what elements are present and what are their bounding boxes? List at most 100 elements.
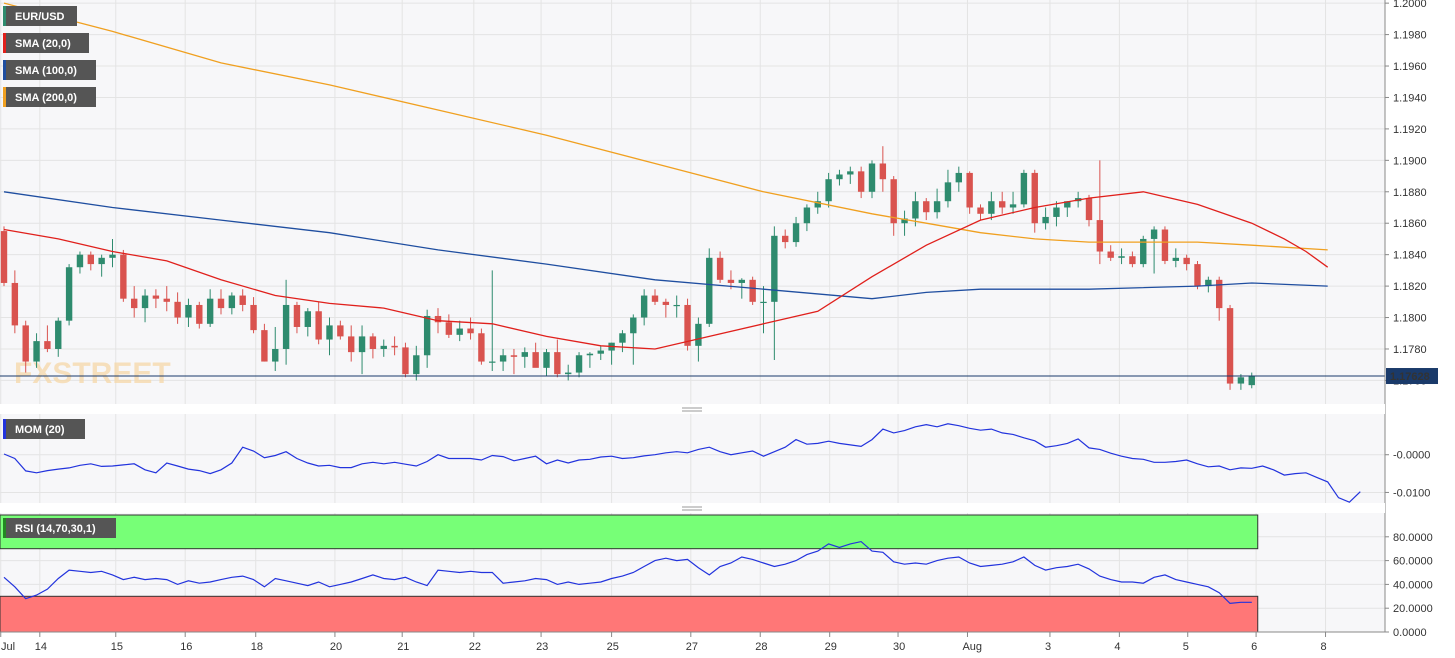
sma100-line — [3, 191, 1328, 300]
candle-body — [782, 235, 789, 243]
legend-rsi-label: RSI (14,70,30,1) — [15, 523, 96, 535]
candle-body — [1064, 201, 1071, 208]
candle-body — [174, 301, 181, 318]
candle-body — [1172, 257, 1179, 261]
x-axis-tick: 6 — [1251, 641, 1257, 653]
candle-body — [988, 201, 995, 214]
candle-body — [1237, 377, 1245, 384]
candle-body — [206, 298, 214, 324]
rsi-axis-tick: 60.0000 — [1393, 556, 1433, 568]
candle-body — [1183, 257, 1190, 265]
legend-sma20-label: SMA (20,0) — [15, 38, 71, 50]
candle-body — [456, 328, 463, 335]
candle-body — [890, 179, 897, 224]
candle-body — [131, 298, 138, 309]
candle-body — [1042, 216, 1049, 224]
candle-body — [76, 254, 84, 268]
candle-body — [966, 172, 973, 208]
x-axis-tick: 8 — [1321, 641, 1327, 653]
legend-rsi[interactable]: RSI (14,70,30,1) — [3, 518, 116, 538]
price-axis-tick: 1.1840 — [1393, 250, 1427, 262]
rsi-oversold-zone — [0, 595, 1259, 633]
candle-body — [933, 201, 941, 213]
candle-body — [673, 304, 680, 307]
candle-body — [510, 355, 518, 357]
candle-body — [901, 218, 908, 224]
candle-body — [163, 298, 170, 302]
x-axis-tick: 15 — [111, 641, 123, 653]
candle-body — [391, 345, 398, 348]
panel-splitter-2[interactable] — [0, 503, 1385, 513]
candle-body — [1118, 256, 1125, 258]
candle-body — [22, 325, 29, 362]
candle-body — [261, 330, 268, 362]
panel-splitter-1[interactable] — [0, 404, 1385, 414]
price-axis-tick: 1.1880 — [1393, 187, 1427, 199]
rsi-axis-tick: 20.0000 — [1393, 603, 1433, 615]
x-axis-tick: 29 — [825, 641, 837, 653]
candle-body — [684, 304, 691, 346]
price-axis-tick: 1.1960 — [1393, 61, 1427, 73]
legend-sma100[interactable]: SMA (100,0) — [3, 60, 96, 80]
x-axis-tick: Aug — [962, 641, 982, 653]
legend-sma200-label: SMA (200,0) — [15, 92, 77, 104]
candle-body — [434, 315, 442, 323]
mom-axis-tick: -0.0100 — [1393, 487, 1430, 499]
current-price-label: 1.17628 — [1390, 371, 1430, 383]
legend-mom[interactable]: MOM (20) — [3, 419, 85, 439]
candle-body — [814, 201, 821, 208]
current-price-badge — [1386, 368, 1438, 385]
price-axis-tick: 1.1820 — [1393, 281, 1427, 293]
price-axis-tick: 1.1900 — [1393, 155, 1427, 167]
candle-body — [109, 254, 116, 258]
legend-sma200[interactable]: SMA (200,0) — [3, 87, 96, 107]
candle-body — [239, 295, 246, 305]
candle-body — [543, 352, 550, 368]
candle-body — [282, 304, 290, 349]
candle-body — [1009, 204, 1017, 208]
rsi-axis-tick: 80.0000 — [1393, 532, 1433, 544]
candle-body — [1140, 238, 1147, 265]
candle-body — [738, 279, 745, 283]
mom-layer — [3, 423, 1361, 503]
candle-body — [554, 352, 561, 375]
candle-body — [44, 341, 51, 349]
candle-body — [445, 322, 453, 335]
sma20-line — [3, 191, 1329, 350]
x-axis-tick: Jul — [1, 641, 15, 653]
candle-body — [521, 352, 528, 357]
candle-body — [489, 361, 496, 363]
legend-mom-label: MOM (20) — [15, 424, 65, 436]
candle-body — [326, 325, 333, 340]
x-axis-tick: 5 — [1183, 641, 1189, 653]
candle-body — [33, 341, 40, 362]
candle-body — [1020, 172, 1028, 205]
price-layer — [0, 2, 1385, 390]
candle-body — [1205, 279, 1212, 287]
candle-body — [423, 315, 431, 356]
candle-body — [868, 163, 876, 192]
candle-body — [803, 207, 811, 224]
price-axis-tick: 1.1920 — [1393, 124, 1427, 136]
mom-panel — [0, 414, 1385, 503]
candle-body — [0, 231, 8, 283]
candle-body — [727, 279, 735, 283]
candle-body — [11, 282, 19, 326]
candle-body — [293, 304, 301, 327]
candle-body — [499, 355, 507, 362]
candle-body — [575, 355, 583, 373]
rsi-axis-tick: 0.0000 — [1393, 627, 1427, 639]
legend-symbol[interactable]: EUR/USD — [3, 6, 77, 26]
candle-body — [532, 352, 539, 368]
candle-body — [250, 304, 257, 331]
x-axis-tick: 3 — [1045, 641, 1051, 653]
candle-body — [337, 325, 344, 337]
candle-body — [120, 254, 127, 299]
legend-sma20[interactable]: SMA (20,0) — [3, 33, 89, 53]
candle-body — [402, 347, 409, 375]
candle-body — [413, 355, 420, 375]
x-axis-tick: 21 — [397, 641, 409, 653]
watermark: FXSTREET — [14, 357, 171, 390]
